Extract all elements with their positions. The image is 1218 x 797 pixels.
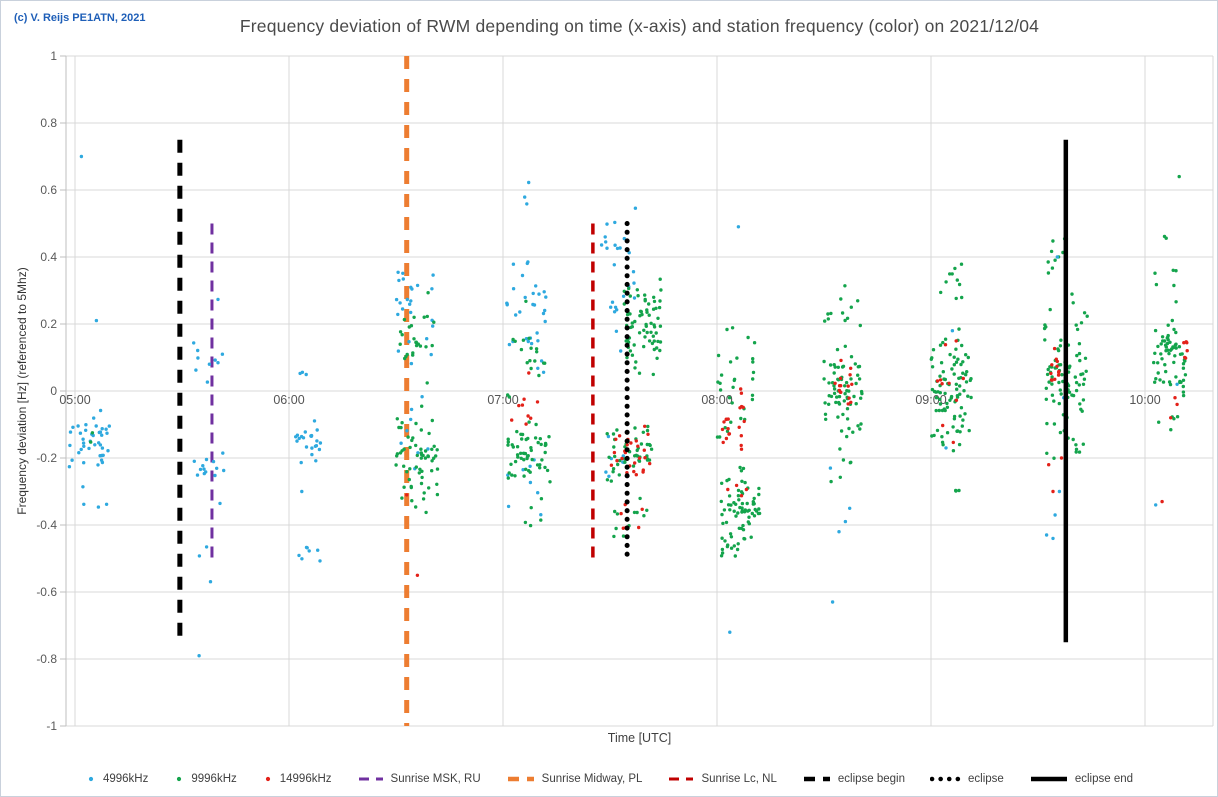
legend-item-sunrise-msk-ru: Sunrise MSK, RU (357, 773, 481, 785)
legend-item-label: 14996kHz (279, 773, 332, 785)
svg-text:-0.4: -0.4 (36, 518, 57, 532)
gridlines (66, 55, 1214, 727)
svg-text:-0.6: -0.6 (36, 585, 57, 599)
legend-marker-dot-icon (177, 776, 182, 782)
legend-marker-dot-icon (265, 776, 270, 782)
legend-item-eclipse-begin: eclipse begin (802, 773, 905, 785)
copyright-text: (c) V. Reijs PE1ATN, 2021 (14, 12, 146, 24)
svg-text:0.6: 0.6 (40, 183, 57, 197)
legend-marker-dashed-icon (669, 777, 694, 781)
legend-item-4996khz: 4996kHz (85, 773, 148, 785)
legend-item-9996khz: 9996kHz (173, 773, 237, 785)
svg-text:0.4: 0.4 (40, 250, 57, 264)
svg-text:-0.8: -0.8 (36, 652, 57, 666)
legend-item-sunrise-lc-nl: Sunrise Lc, NL (667, 773, 777, 785)
legend-item-label: 9996kHz (191, 773, 237, 785)
event-lines-above (624, 139, 1069, 643)
y-axis-title: Frequency deviation [Hz] (referenced to … (15, 267, 29, 515)
legend-marker-dashed-thick-icon (803, 776, 830, 782)
legend-item-label: Sunrise MSK, RU (390, 773, 481, 785)
legend-marker-dashed-icon (358, 777, 383, 781)
svg-text:0: 0 (50, 384, 57, 398)
legend-marker-dotted-icon (930, 776, 963, 782)
event-lines-below (177, 56, 595, 726)
legend-item-label: eclipse end (1074, 773, 1134, 785)
legend-marker-dashed-thick-icon (507, 776, 534, 782)
legend: 4996kHz 9996kHz 14996kHz Sunrise MSK, RU Sun… (1, 767, 1217, 791)
legend-item-label: eclipse (968, 773, 1004, 785)
legend-item-label: Sunrise Midway, PL (541, 773, 643, 785)
svg-text:08:00: 08:00 (701, 393, 732, 407)
legend-item-sunrise-midway-pl: Sunrise Midway, PL (506, 773, 643, 785)
legend-item-label: Sunrise Lc, NL (701, 773, 777, 785)
svg-text:06:00: 06:00 (273, 393, 304, 407)
svg-text:-1: -1 (46, 719, 57, 733)
svg-text:09:00: 09:00 (915, 393, 946, 407)
svg-text:-0.2: -0.2 (36, 451, 57, 465)
scatter-points (67, 154, 1189, 658)
legend-marker-dot-icon (88, 776, 94, 782)
svg-text:10:00: 10:00 (1129, 393, 1160, 407)
legend-item-label: 4996kHz (102, 773, 149, 785)
legend-item-14996khz: 14996kHz (262, 773, 332, 785)
svg-text:05:00: 05:00 (59, 393, 90, 407)
legend-marker-solid-icon (1030, 776, 1067, 782)
y-axis (60, 55, 67, 727)
x-axis-title: Time [UTC] (607, 731, 672, 745)
chart-title: Frequency deviation of RWM depending on … (239, 16, 1040, 36)
legend-item-eclipse: eclipse (930, 773, 1004, 785)
svg-text:07:00: 07:00 (487, 393, 518, 407)
svg-text:0.2: 0.2 (40, 317, 57, 331)
x-tick-labels: 05:00 06:00 07:00 08:00 09:00 10:00 (59, 393, 1160, 407)
svg-text:0.8: 0.8 (40, 116, 57, 130)
svg-text:1: 1 (50, 49, 57, 63)
legend-item-label: eclipse begin (837, 773, 906, 785)
legend-item-eclipse-end: eclipse end (1029, 773, 1133, 785)
y-tick-labels: 1 0.8 0.6 0.4 0.2 0 -0.2 -0.4 -0.6 -0.8 -1 (36, 49, 57, 733)
